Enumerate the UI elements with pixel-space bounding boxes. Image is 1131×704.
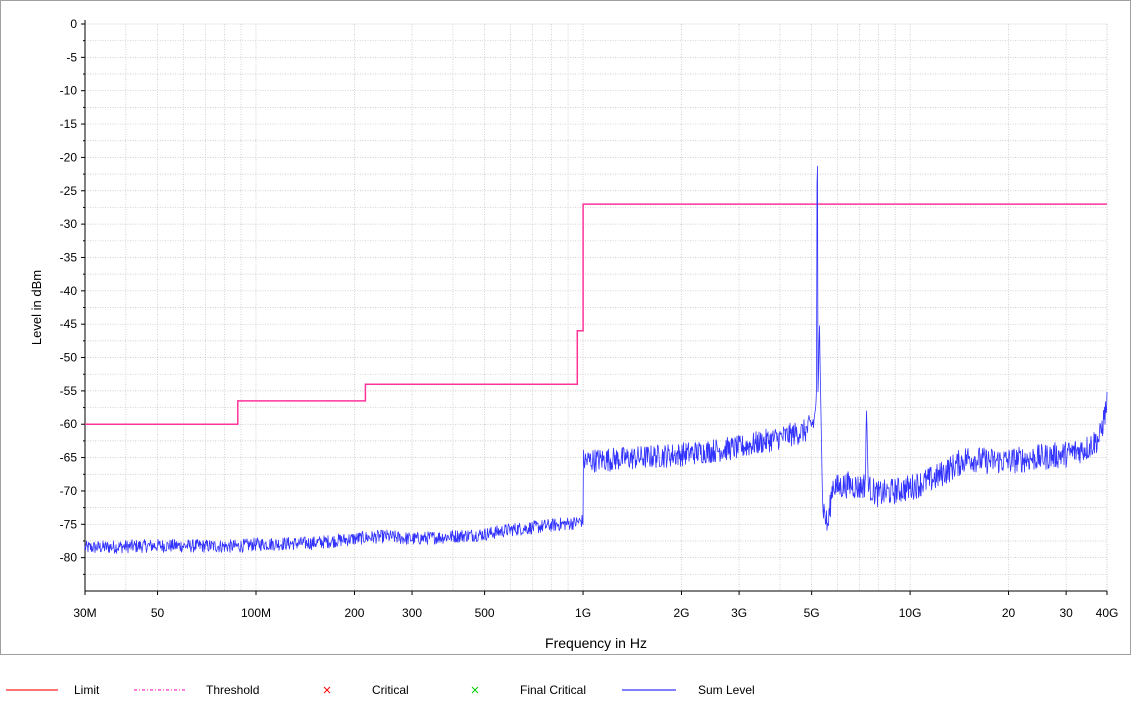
- y-tick-label: -30: [60, 217, 78, 231]
- legend-limit-swatch: [6, 689, 58, 691]
- y-tick-label: -45: [60, 317, 78, 331]
- legend-limit-label: Limit: [74, 683, 100, 697]
- x-tick-label: 5G: [804, 606, 820, 620]
- x-axis-label: Frequency in Hz: [545, 635, 647, 651]
- x-tick-label: 200: [344, 606, 364, 620]
- legend-final-critical-label: Final Critical: [520, 683, 587, 697]
- x-tick-label: 30M: [73, 606, 96, 620]
- legend-sum-level-swatch: [622, 689, 676, 691]
- y-tick-label: -75: [60, 517, 78, 531]
- y-tick-label: -40: [60, 284, 78, 298]
- legend-final-critical-x-icon: [471, 686, 479, 694]
- y-tick-label: -70: [60, 484, 78, 498]
- x-tick-label: 50: [151, 606, 165, 620]
- x-tick-label: 20: [1002, 606, 1016, 620]
- legend-threshold-swatch: [134, 689, 186, 691]
- y-tick-label: -50: [60, 351, 78, 365]
- x-tick-label: 300: [402, 606, 422, 620]
- y-tick-label: -15: [60, 117, 78, 131]
- y-tick-label: -10: [60, 84, 78, 98]
- y-tick-label: -65: [60, 451, 78, 465]
- y-tick-label: -35: [60, 250, 78, 264]
- emission-spectrum-chart: 0 -5 -10 -15 -20 -25 -30 -35 -40 -45 -50 -55 -60 -65 -…: [29, 17, 1119, 651]
- y-tick-label: -60: [60, 417, 78, 431]
- y-tick-label: -55: [60, 384, 78, 398]
- legend-critical-label: Critical: [372, 683, 409, 697]
- legend-sum-level-label: Sum Level: [698, 683, 755, 697]
- legend: Limit Threshold Critical Final Critical …: [0, 681, 1131, 703]
- y-tick-label: -25: [60, 184, 78, 198]
- y-tick-label: 0: [70, 17, 77, 31]
- x-tick-label: 500: [475, 606, 495, 620]
- x-tick-label: 3G: [731, 606, 747, 620]
- series-limit-line: [85, 203, 1107, 425]
- x-tick-label: 1G: [575, 606, 591, 620]
- legend-critical-x-icon: [323, 686, 331, 694]
- y-tick-label: -5: [66, 50, 77, 64]
- y-axis-label: Level in dBm: [29, 270, 44, 345]
- x-tick-label: 30: [1059, 606, 1073, 620]
- x-tick-label: 2G: [673, 606, 689, 620]
- series-sum-level-line: [84, 165, 1108, 554]
- y-tick-label: -20: [60, 150, 78, 164]
- chart-frame: 0 -5 -10 -15 -20 -25 -30 -35 -40 -45 -50 -55 -60 -65 -…: [0, 0, 1131, 655]
- x-tick-label: 100M: [241, 606, 271, 620]
- x-tick-label: 10G: [899, 606, 922, 620]
- legend-threshold-label: Threshold: [206, 683, 260, 697]
- x-tick-label: 40G: [1096, 606, 1119, 620]
- y-tick-label: -80: [60, 551, 78, 565]
